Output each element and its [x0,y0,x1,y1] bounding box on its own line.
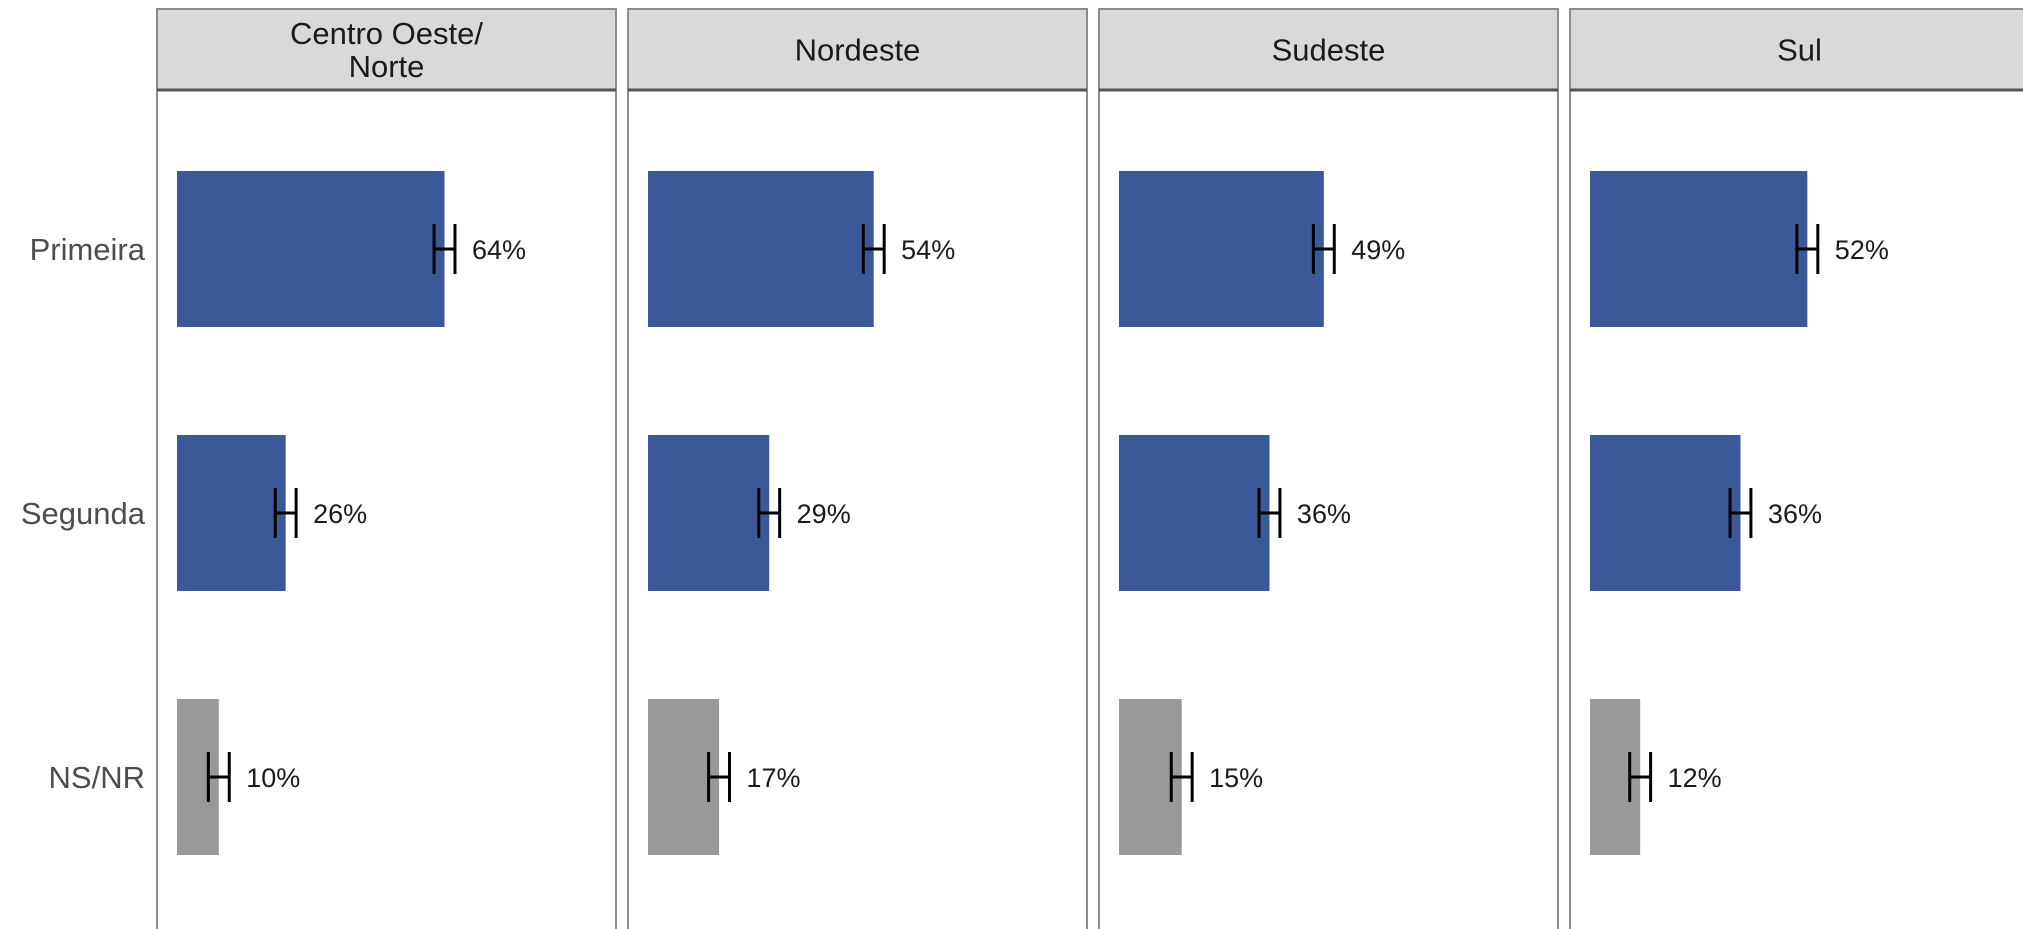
facet-strip [1569,8,2023,91]
value-label: 49% [1351,235,1405,265]
bar [1590,435,1741,591]
bar [177,435,286,591]
bar [1590,171,1808,327]
value-label: 54% [901,235,955,265]
value-label: 10% [246,763,300,793]
value-label: 12% [1668,763,1722,793]
facet-strip [1098,8,1559,91]
value-label: 64% [472,235,526,265]
value-label: 15% [1209,763,1263,793]
category-label: NS/NR [49,760,145,795]
bar [1119,171,1324,327]
value-label: 17% [747,763,801,793]
facet-title: Sudeste [1272,33,1386,68]
value-label: 26% [313,499,367,529]
bar [648,171,874,327]
facet-title: Nordeste [795,33,921,68]
value-label: 52% [1835,235,1889,265]
category-label: Segunda [21,496,146,531]
value-label: 29% [797,499,851,529]
category-label: Primeira [30,232,146,267]
facet-title: Centro Oeste/Norte [290,16,483,84]
facet-strip [156,8,617,91]
value-label: 36% [1768,499,1822,529]
bar [1119,435,1270,591]
bar [177,171,445,327]
facet-strip [627,8,1088,91]
value-label: 36% [1297,499,1351,529]
bar [648,435,770,591]
facet-title: Sul [1777,33,1822,68]
